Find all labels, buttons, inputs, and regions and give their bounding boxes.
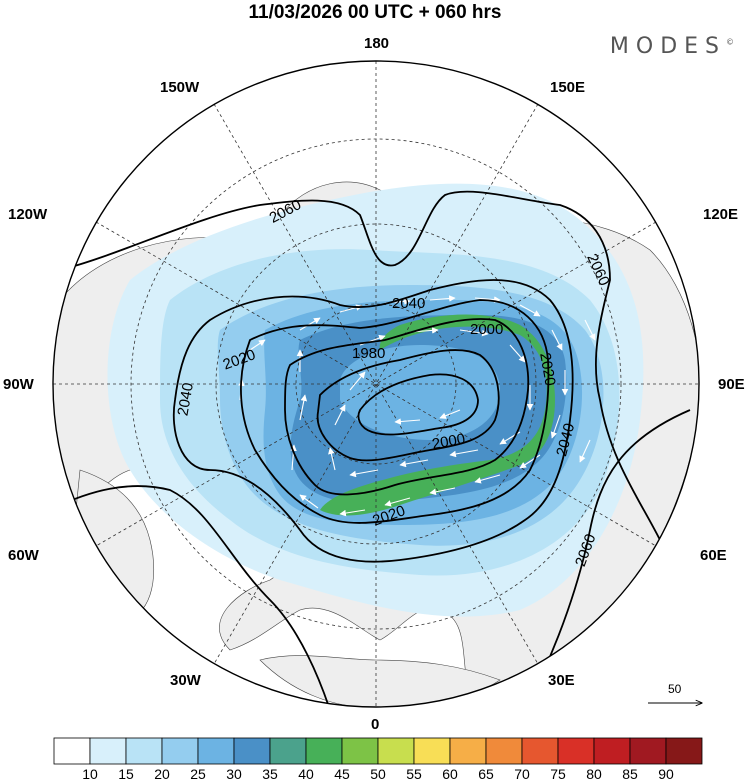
colorbar-tick-label: 65 <box>478 766 494 782</box>
graticule <box>53 61 699 707</box>
map-title: 11/03/2026 00 UTC + 060 hrs <box>248 2 502 23</box>
colorbar-swatch <box>593 737 631 765</box>
contour-label-2040: 2040 <box>392 295 425 312</box>
colorbar-swatch <box>629 737 667 765</box>
height-contours <box>53 190 699 707</box>
brand-logo: MODES© <box>610 34 734 59</box>
copyright-mark: © <box>726 37 734 47</box>
lon-label-150e: 150E <box>550 79 586 96</box>
colorbar-tick-label: 80 <box>586 766 602 782</box>
colorbar-tick-label: 90 <box>658 766 674 782</box>
colorbar <box>53 737 703 765</box>
colorbar-tick-label: 40 <box>298 766 314 782</box>
colorbar-tick-label: 50 <box>370 766 386 782</box>
contour-label-2040: 2040 <box>174 381 197 417</box>
contour-label-2000: 2000 <box>431 430 467 453</box>
colorbar-tick-label: 20 <box>154 766 170 782</box>
colorbar-tick-label: 75 <box>550 766 566 782</box>
colorbar-tick-label: 70 <box>514 766 530 782</box>
lon-label-30w: 30W <box>170 672 201 689</box>
lon-label-180: 180 <box>364 35 390 52</box>
colorbar-swatch <box>89 737 127 765</box>
lon-label-30e: 30E <box>548 672 575 689</box>
colorbar-swatch <box>557 737 595 765</box>
colorbar-swatch <box>233 737 271 765</box>
colorbar-swatch <box>161 737 199 765</box>
colorbar-tick-label: 30 <box>226 766 242 782</box>
colorbar-tick-label: 55 <box>406 766 422 782</box>
colorbar-tick-label: 10 <box>82 766 98 782</box>
map-border <box>52 60 700 708</box>
brand-name: MODES <box>609 34 726 59</box>
lon-label-60w: 60W <box>8 547 39 564</box>
contour-label-1980: 1980 <box>352 345 385 362</box>
colorbar-tick-label: 25 <box>190 766 206 782</box>
colorbar-swatch <box>665 737 703 765</box>
colorbar-swatch <box>305 737 343 765</box>
colorbar-swatch <box>449 737 487 765</box>
colorbar-tick-label: 15 <box>118 766 134 782</box>
lon-label-120e: 120E <box>703 206 739 223</box>
contour-label-2000: 2000 <box>470 321 503 338</box>
colorbar-swatch <box>521 737 559 765</box>
lon-label-0: 0 <box>371 716 380 733</box>
colorbar-swatch <box>269 737 307 765</box>
colorbar-swatch <box>377 737 415 765</box>
wind-vectors <box>238 295 596 517</box>
wind-scale-label: 50 <box>668 682 682 696</box>
colorbar-tick-label: 45 <box>334 766 350 782</box>
lon-label-150w: 150W <box>160 79 200 96</box>
colorbar-tick-label: 85 <box>622 766 638 782</box>
colorbar-swatch <box>485 737 523 765</box>
colorbar-swatch <box>341 737 379 765</box>
lon-label-120w: 120W <box>8 206 48 223</box>
colorbar-swatch <box>413 737 451 765</box>
colorbar-swatch <box>125 737 163 765</box>
lon-label-60e: 60E <box>700 547 727 564</box>
colorbar-swatch <box>197 737 235 765</box>
colorbar-swatch <box>53 737 91 765</box>
colorbar-tick-label: 35 <box>262 766 278 782</box>
contour-label-2020: 2020 <box>536 351 559 387</box>
lon-label-90e: 90E <box>718 376 745 393</box>
colorbar-tick-label: 60 <box>442 766 458 782</box>
lon-label-90w: 90W <box>3 376 34 393</box>
